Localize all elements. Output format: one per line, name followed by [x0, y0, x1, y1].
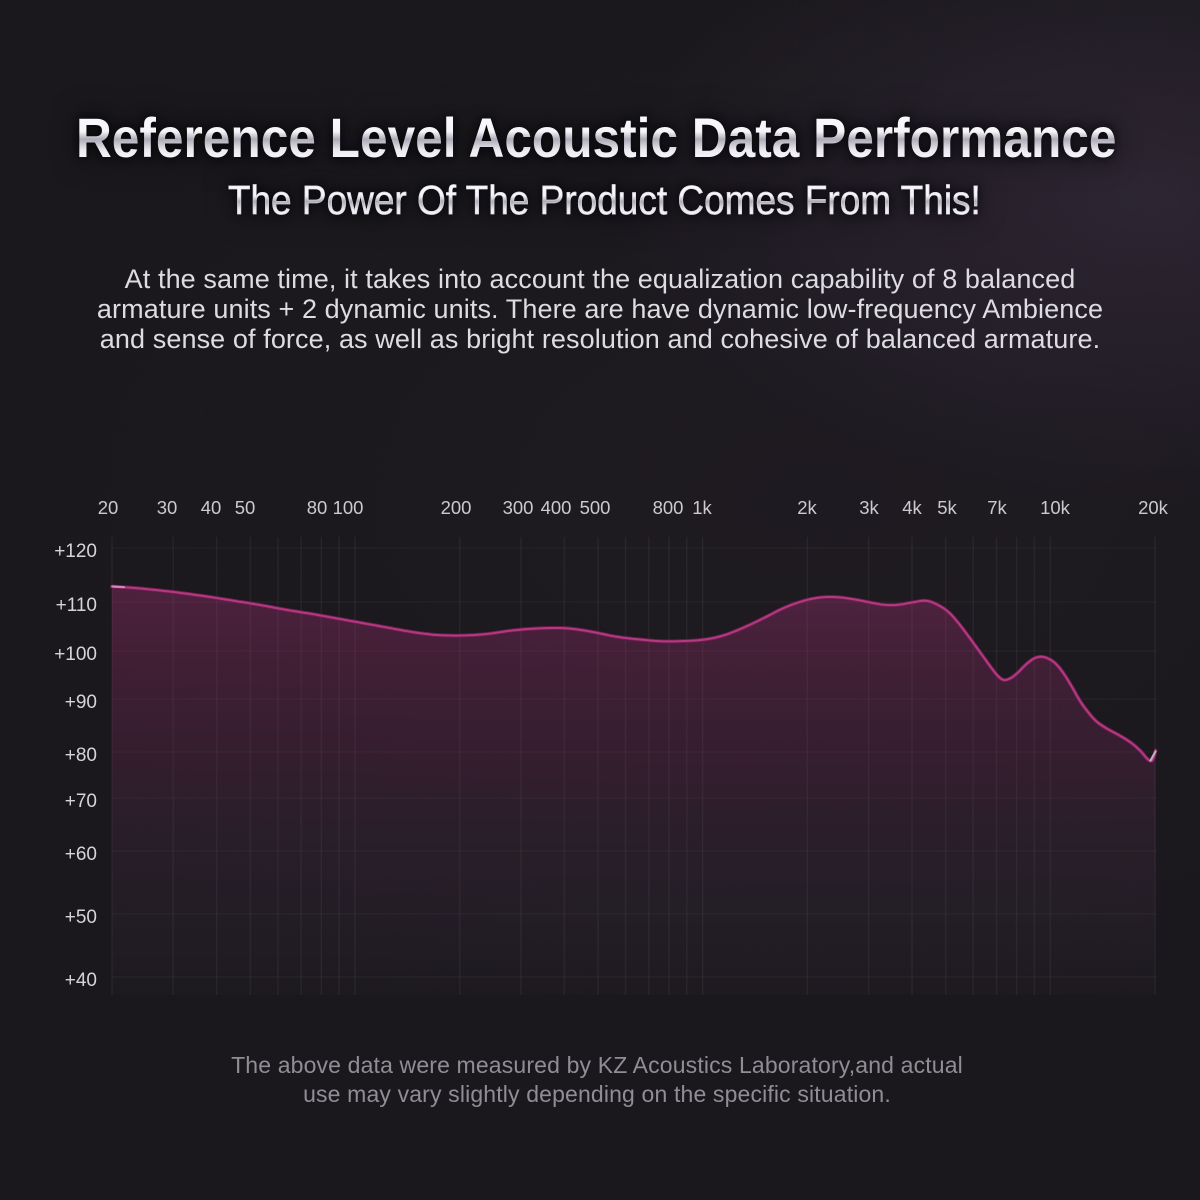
svg-text:400: 400 — [541, 497, 572, 518]
svg-text:+110: +110 — [56, 595, 97, 616]
svg-text:+50: +50 — [65, 907, 97, 928]
svg-text:+100: +100 — [54, 644, 97, 665]
svg-text:10k: 10k — [1040, 497, 1071, 518]
svg-text:+120: +120 — [54, 541, 97, 562]
svg-text:30: 30 — [157, 497, 178, 518]
svg-text:80: 80 — [307, 497, 328, 518]
svg-text:3k: 3k — [859, 497, 879, 518]
svg-text:50: 50 — [235, 497, 256, 518]
svg-text:4k: 4k — [902, 497, 922, 518]
svg-text:+90: +90 — [65, 692, 97, 713]
svg-text:800: 800 — [653, 497, 684, 518]
svg-text:+60: +60 — [65, 844, 97, 865]
svg-text:5k: 5k — [937, 497, 957, 518]
svg-text:500: 500 — [580, 497, 611, 518]
svg-text:40: 40 — [201, 497, 222, 518]
svg-text:200: 200 — [441, 497, 472, 518]
svg-text:7k: 7k — [987, 497, 1007, 518]
svg-text:2k: 2k — [797, 497, 817, 518]
svg-text:20: 20 — [98, 497, 119, 518]
svg-text:+70: +70 — [65, 791, 97, 812]
svg-text:100: 100 — [333, 497, 364, 518]
svg-text:300: 300 — [503, 497, 534, 518]
svg-text:+80: +80 — [65, 745, 97, 766]
svg-text:20k: 20k — [1138, 497, 1169, 518]
svg-text:1k: 1k — [692, 497, 712, 518]
svg-text:+40: +40 — [65, 970, 97, 991]
